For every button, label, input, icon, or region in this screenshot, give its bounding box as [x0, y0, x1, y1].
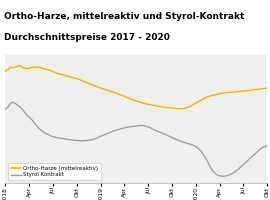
Text: Ortho-Harze, mittelreaktiv und Styrol-Kontrakt: Ortho-Harze, mittelreaktiv und Styrol-Ko…	[4, 12, 244, 21]
Text: Durchschnittspreise 2017 - 2020: Durchschnittspreise 2017 - 2020	[4, 33, 170, 42]
Legend: Ortho-Harze (mittelreaktiv), Styrol Kontrakt: Ortho-Harze (mittelreaktiv), Styrol Kont…	[8, 163, 101, 180]
Text: © 2020 Kunststoff Information, Bad Homburg - www.kiweb.de: © 2020 Kunststoff Information, Bad Hombu…	[4, 190, 187, 195]
